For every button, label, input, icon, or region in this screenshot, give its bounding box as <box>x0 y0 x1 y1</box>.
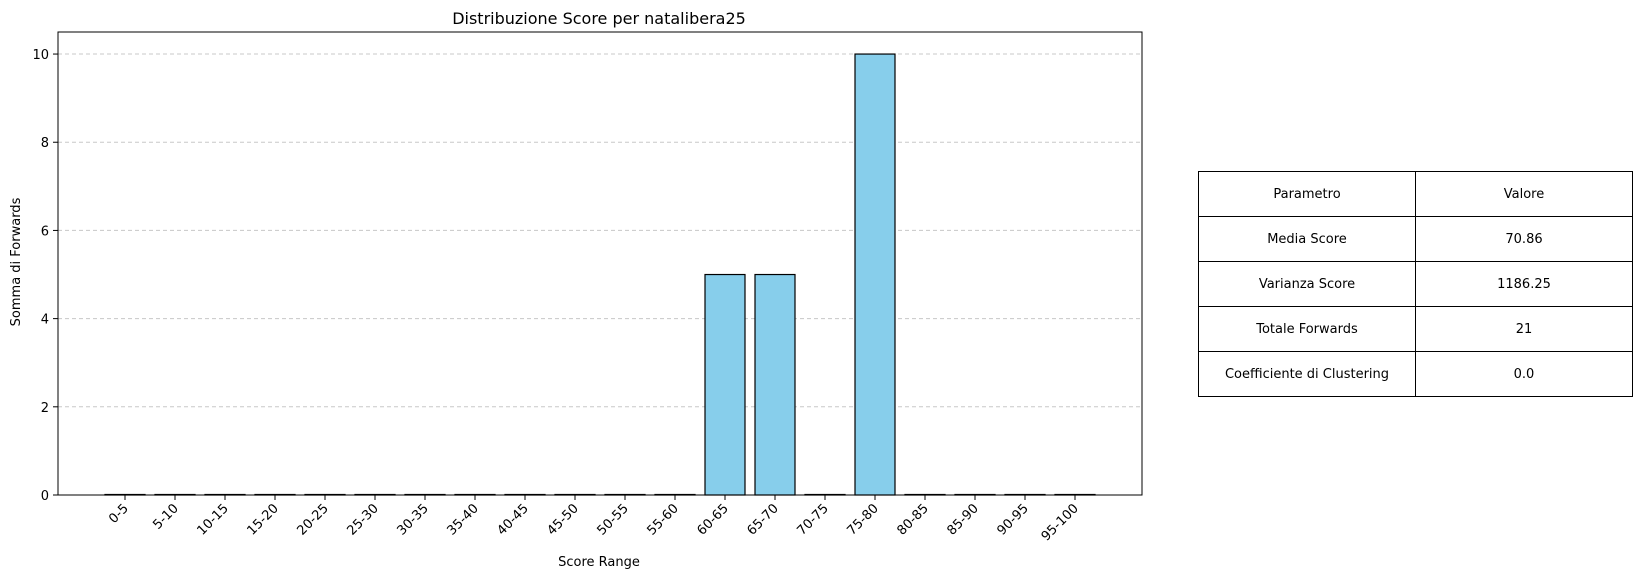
x-axis-ticks: 0-5 5-10 10-15 15-20 20-25 25-30 30-35 35-40 40-… <box>106 495 1082 544</box>
x-tick-label: 85-90 <box>945 501 982 538</box>
x-tick-label: 15-20 <box>245 501 282 538</box>
y-tick-label: 4 <box>41 313 49 328</box>
chart-title: Distribuzione Score per natalibera25 <box>452 9 746 28</box>
x-tick-label: 60-65 <box>695 501 732 538</box>
x-tick-label: 10-15 <box>195 501 232 538</box>
x-tick-label: 50-55 <box>595 501 632 538</box>
table-header-cell: Valore <box>1415 171 1633 217</box>
x-tick-label: 45-50 <box>545 501 582 538</box>
table-row: Coefficiente di Clustering 0.0 <box>1198 351 1633 397</box>
x-tick-label: 30-35 <box>395 501 432 538</box>
bar <box>854 53 896 496</box>
bar <box>754 273 796 496</box>
value-cell: 1186.25 <box>1415 261 1633 307</box>
table-row: Varianza Score 1186.25 <box>1198 261 1633 307</box>
x-tick-label: 35-40 <box>445 501 482 538</box>
y-tick-label: 2 <box>41 401 49 416</box>
parameter-cell: Totale Forwards <box>1198 306 1416 352</box>
x-tick-label: 0-5 <box>106 501 132 527</box>
y-tick-label: 8 <box>41 136 49 151</box>
x-tick-label: 20-25 <box>295 501 332 538</box>
y-gridlines <box>58 53 1142 408</box>
bars <box>104 53 1096 496</box>
y-tick-label: 0 <box>41 489 49 504</box>
y-axis-label: Somma di Forwards <box>9 197 24 326</box>
value-cell: 21 <box>1415 306 1633 352</box>
x-tick-label: 70-75 <box>795 501 832 538</box>
x-tick-label: 90-95 <box>995 501 1032 538</box>
stats-table: Parametro Valore Media Score 70.86 Varia… <box>1198 171 1633 397</box>
x-tick-label: 75-80 <box>845 501 882 538</box>
table-row: Totale Forwards 21 <box>1198 306 1633 352</box>
y-tick-label: 10 <box>32 48 49 63</box>
parameter-cell: Media Score <box>1198 216 1416 262</box>
x-tick-label: 80-85 <box>895 501 932 538</box>
x-tick-label: 5-10 <box>150 501 181 532</box>
parameter-cell: Coefficiente di Clustering <box>1198 351 1416 397</box>
x-axis-label: Score Range <box>558 555 640 570</box>
plot-frame <box>57 31 1143 496</box>
x-tick-label: 25-30 <box>345 501 382 538</box>
table-header-cell: Parametro <box>1198 171 1416 217</box>
x-tick-label: 55-60 <box>645 501 682 538</box>
parameter-cell: Varianza Score <box>1198 261 1416 307</box>
y-axis-ticks: 0 2 4 6 8 10 <box>32 48 58 504</box>
table-header-row: Parametro Valore <box>1198 171 1633 217</box>
x-tick-label: 40-45 <box>495 501 532 538</box>
table-row: Media Score 70.86 <box>1198 216 1633 262</box>
y-tick-label: 6 <box>41 224 49 239</box>
value-cell: 70.86 <box>1415 216 1633 262</box>
bar <box>704 273 746 496</box>
x-tick-label: 95-100 <box>1039 501 1082 544</box>
value-cell: 0.0 <box>1415 351 1633 397</box>
x-tick-label: 65-70 <box>745 501 782 538</box>
